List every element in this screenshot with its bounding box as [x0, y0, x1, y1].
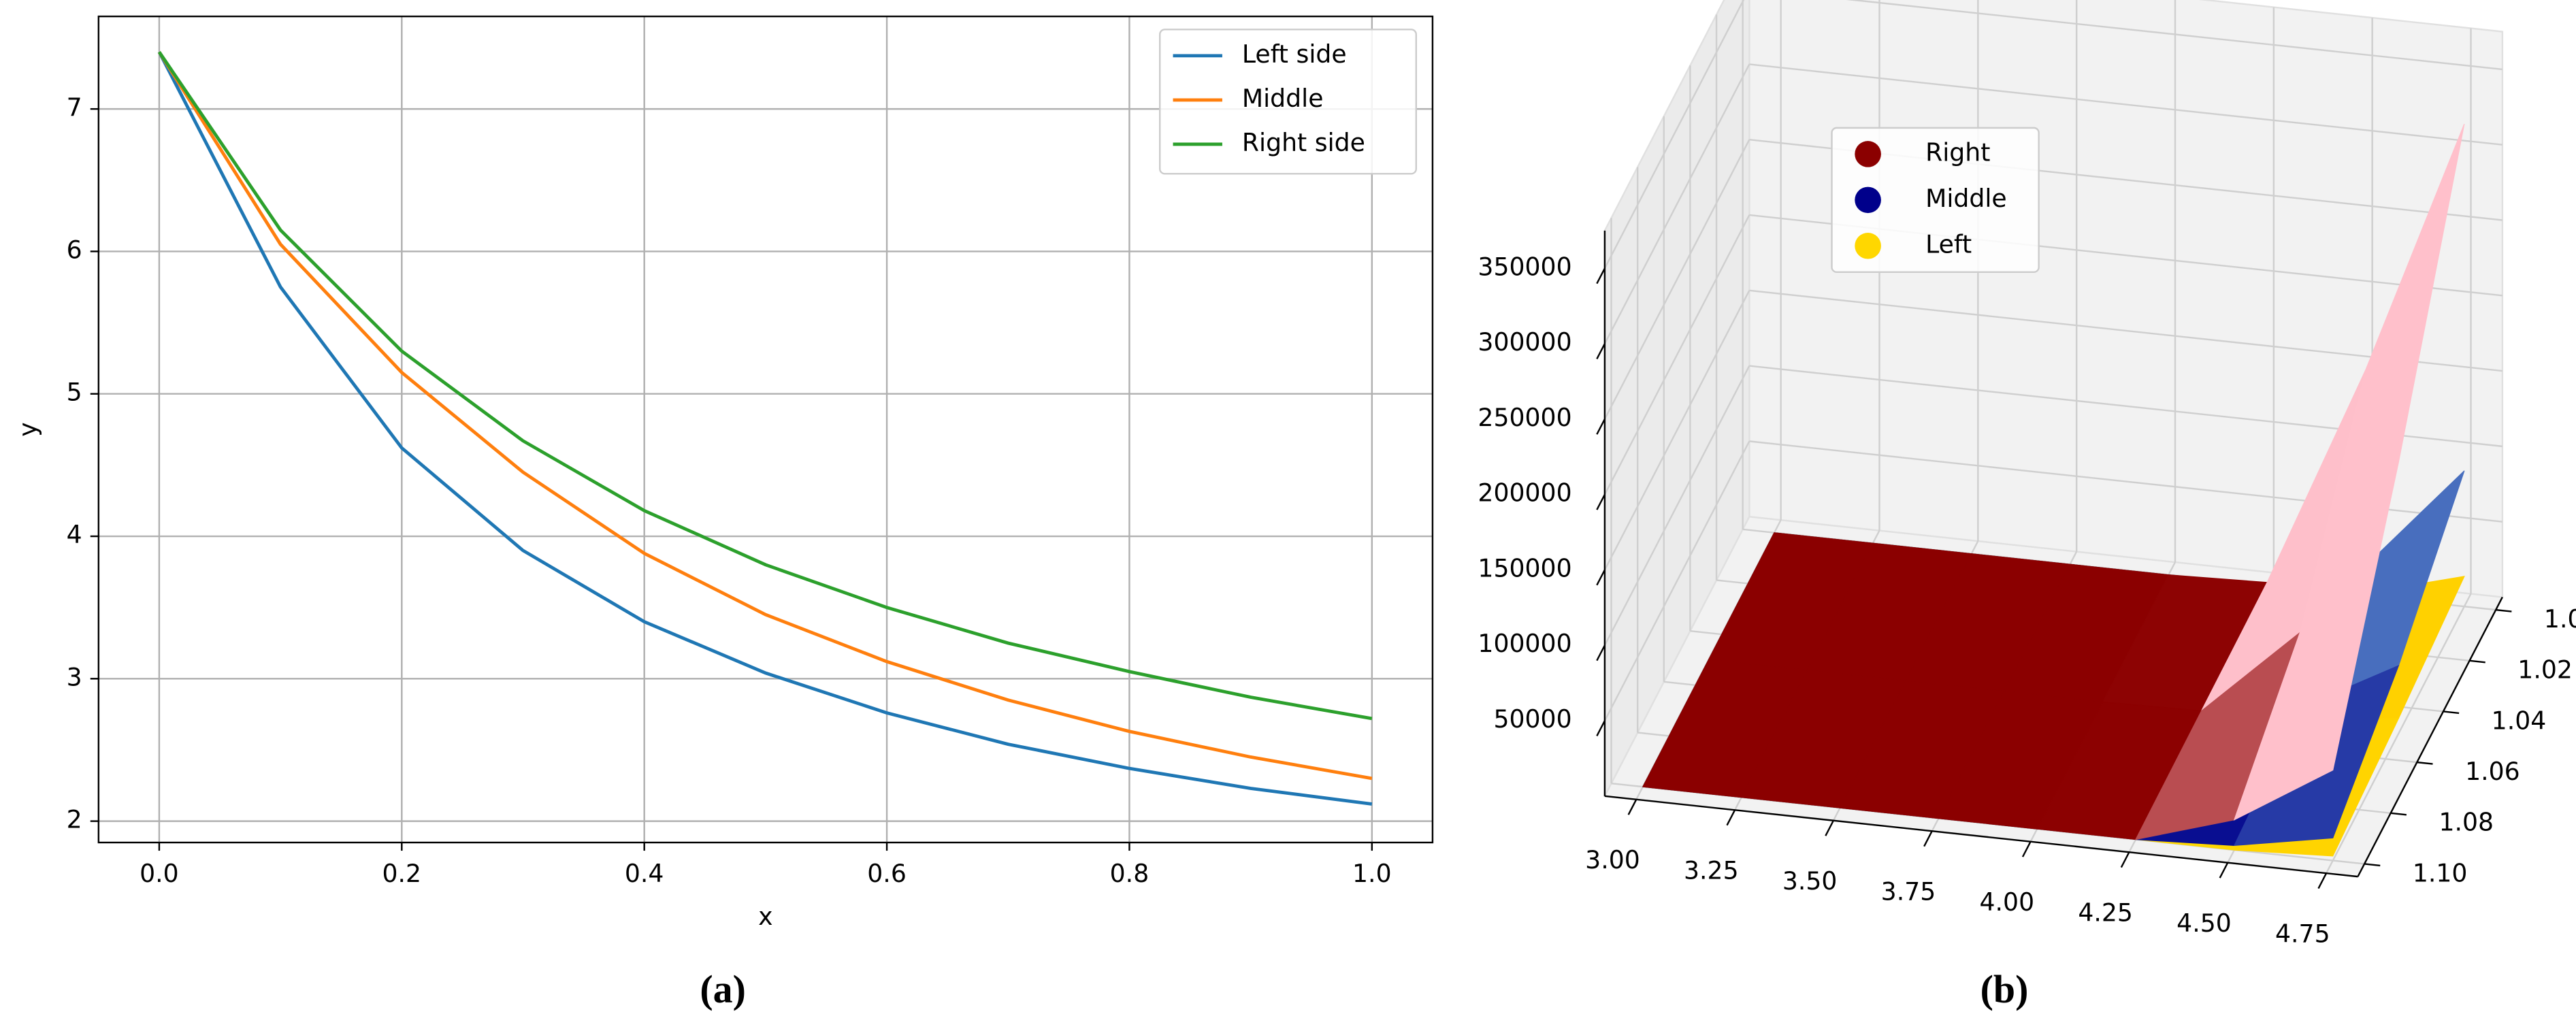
tick-mark [2120, 851, 2130, 868]
legend-label: Right side [1242, 128, 1365, 157]
x-tick-label: 0.4 [625, 859, 664, 888]
tick-mark [2390, 812, 2407, 816]
y-tick-label: 4 [67, 520, 82, 549]
tick-mark [2364, 863, 2381, 867]
grid-line [1749, 63, 2502, 146]
x-axis-label: x [758, 902, 772, 931]
tick-mark [2443, 710, 2460, 715]
x-tick-label: 3.50 [1782, 866, 1838, 896]
y-tick-label: 1.08 [2439, 808, 2494, 837]
caption: (a) [700, 967, 746, 1011]
tick-mark [1596, 419, 1605, 435]
legend-box [1831, 127, 2040, 274]
line-series [157, 51, 1373, 721]
x-tick-label: 1.0 [1352, 859, 1392, 888]
legend-swatch [1855, 141, 1881, 167]
tick-mark [1596, 343, 1605, 360]
legend-label: Middle [1925, 184, 2007, 213]
z-tick-label: 250000 [1478, 403, 1571, 432]
legend-label: Middle [1242, 84, 1324, 113]
x-tick-label: 0.2 [382, 859, 422, 888]
tick-mark [2219, 862, 2229, 879]
tick-mark [1596, 494, 1605, 510]
x-tick-label: 4.50 [2176, 909, 2232, 938]
x-tick-label: 4.25 [2078, 898, 2133, 928]
tick-mark [2021, 841, 2032, 857]
surface-patch [2233, 461, 2399, 821]
z-tick-label: 300000 [1478, 327, 1571, 357]
grid-line [1603, 139, 1750, 420]
back-pane [1748, 0, 2504, 598]
legend-swatch [1855, 233, 1881, 259]
y-tick-label: 6 [67, 235, 82, 264]
y-tick-label: 1.00 [2544, 604, 2576, 634]
y-tick-label: 1.02 [2517, 655, 2573, 685]
y-axis-label: y [13, 422, 42, 436]
y-tick-label: 1.04 [2492, 706, 2547, 735]
tick-mark [2496, 608, 2512, 612]
tick-mark [2317, 872, 2328, 889]
legend-box [1159, 29, 1417, 175]
tick-mark [1726, 809, 1736, 826]
x-tick-label: 3.00 [1585, 845, 1640, 874]
z-tick-label: 350000 [1478, 252, 1571, 281]
z-tick-label: 200000 [1478, 478, 1571, 508]
tick-mark [1596, 569, 1605, 586]
y-tick-label: 5 [67, 378, 82, 407]
z-tick-label: 150000 [1478, 553, 1571, 583]
legend-label: Right [1925, 137, 1990, 167]
grid-line [1603, 365, 1750, 646]
x-tick-label: 3.75 [1881, 877, 1936, 906]
grid-line [1846, 0, 2502, 71]
plot-frame [97, 15, 1434, 844]
axis-line [2357, 596, 2503, 877]
x-tick-label: 4.00 [1980, 887, 2035, 917]
grid-line [1603, 63, 1750, 344]
tick-mark [1596, 720, 1605, 736]
tick-mark [1923, 830, 1933, 847]
legend-label: Left [1925, 229, 1972, 259]
grid-line [1603, 290, 1750, 571]
z-tick-label: 50000 [1493, 704, 1571, 734]
tick-mark [1596, 267, 1605, 284]
tick-mark [2417, 761, 2433, 765]
grid-line [2326, 593, 2472, 874]
x-tick-label: 3.25 [1684, 856, 1739, 885]
legend-swatch [1855, 186, 1881, 214]
line-series [157, 51, 1373, 806]
caption: (b) [1980, 967, 2029, 1011]
grid-line [1603, 440, 1750, 721]
tick-mark [1825, 820, 1834, 836]
tick-mark [2469, 659, 2485, 664]
line-series [157, 51, 1373, 781]
x-tick-label: 4.75 [2275, 919, 2330, 948]
axis-line [1604, 795, 2358, 878]
x-tick-label: 0.0 [140, 859, 179, 888]
x-tick-label: 0.8 [1110, 859, 1150, 888]
y-tick-label: 1.10 [2413, 858, 2468, 887]
y-tick-label: 3 [67, 662, 82, 691]
z-tick-label: 100000 [1478, 629, 1571, 658]
x-tick-label: 0.6 [867, 859, 907, 888]
y-tick-label: 7 [67, 93, 82, 122]
grid-line [1603, 0, 1745, 269]
y-tick-label: 2 [67, 805, 82, 834]
y-tick-label: 1.06 [2465, 757, 2520, 786]
legend-label: Left side [1242, 39, 1347, 69]
grid-line [1603, 214, 1750, 495]
tick-mark [1596, 644, 1605, 661]
tick-mark [1627, 799, 1637, 815]
